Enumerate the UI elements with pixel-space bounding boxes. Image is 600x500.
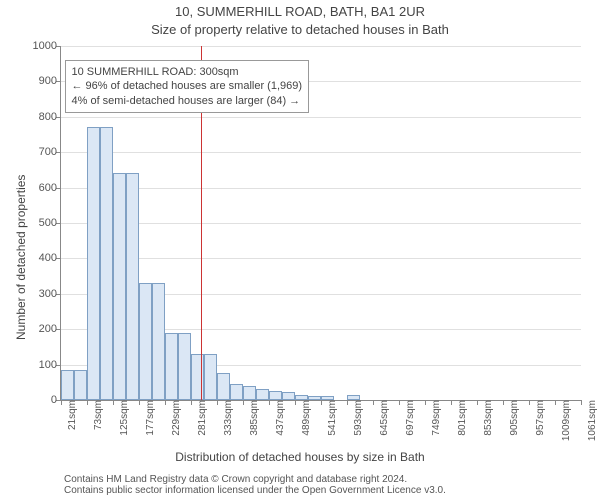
chart-title-line2: Size of property relative to detached ho… (0, 22, 600, 37)
gridline-h (61, 117, 581, 118)
histogram-chart: 10, SUMMERHILL ROAD, BATH, BA1 2UR Size … (0, 0, 600, 500)
xtick-label: 957sqm (533, 400, 546, 436)
histogram-bar (217, 373, 230, 400)
xtick-mark (139, 400, 140, 405)
histogram-bar (282, 392, 295, 400)
xtick-mark (347, 400, 348, 405)
xtick-label: 333sqm (221, 400, 234, 436)
histogram-bar (126, 173, 139, 400)
chart-title-line1: 10, SUMMERHILL ROAD, BATH, BA1 2UR (0, 4, 600, 19)
xtick-label: 177sqm (143, 400, 156, 436)
ytick-label: 800 (25, 111, 57, 123)
histogram-bar (100, 127, 113, 400)
xtick-label: 489sqm (299, 400, 312, 436)
xtick-label: 697sqm (403, 400, 416, 436)
histogram-bar (87, 127, 100, 400)
xtick-mark (165, 400, 166, 405)
attribution-line1: Contains HM Land Registry data © Crown c… (64, 474, 446, 485)
xtick-mark (191, 400, 192, 405)
ytick-label: 100 (25, 359, 57, 371)
histogram-bar (191, 354, 204, 400)
xtick-mark (477, 400, 478, 405)
ytick-label: 200 (25, 323, 57, 335)
ytick-label: 900 (25, 75, 57, 87)
xtick-mark (555, 400, 556, 405)
xtick-label: 229sqm (169, 400, 182, 436)
histogram-bar (204, 354, 217, 400)
xtick-label: 281sqm (195, 400, 208, 436)
xtick-mark (243, 400, 244, 405)
xtick-mark (87, 400, 88, 405)
xtick-label: 73sqm (91, 400, 104, 430)
xtick-mark (61, 400, 62, 405)
ytick-label: 700 (25, 146, 57, 158)
histogram-bar (152, 283, 165, 400)
x-axis-label: Distribution of detached houses by size … (0, 450, 600, 464)
ytick-label: 1000 (25, 40, 57, 52)
plot-area: 0100200300400500600700800900100021sqm73s… (60, 46, 581, 401)
histogram-bar (165, 333, 178, 400)
ytick-label: 0 (25, 394, 57, 406)
histogram-bar (230, 384, 243, 400)
gridline-h (61, 188, 581, 189)
xtick-label: 385sqm (247, 400, 260, 436)
xtick-mark (503, 400, 504, 405)
histogram-bar (243, 386, 256, 400)
attribution-line2: Contains public sector information licen… (64, 485, 446, 496)
ytick-label: 500 (25, 217, 57, 229)
xtick-mark (529, 400, 530, 405)
xtick-mark (295, 400, 296, 405)
xtick-label: 853sqm (481, 400, 494, 436)
xtick-label: 905sqm (507, 400, 520, 436)
gridline-h (61, 152, 581, 153)
attribution: Contains HM Land Registry data © Crown c… (64, 474, 446, 496)
annotation-box: 10 SUMMERHILL ROAD: 300sqm ← 96% of deta… (65, 60, 310, 113)
xtick-label: 593sqm (351, 400, 364, 436)
histogram-bar (61, 370, 74, 400)
xtick-mark (451, 400, 452, 405)
xtick-label: 801sqm (455, 400, 468, 436)
xtick-mark (269, 400, 270, 405)
histogram-bar (113, 173, 126, 400)
xtick-label: 1061sqm (585, 400, 598, 441)
annotation-line1: 10 SUMMERHILL ROAD: 300sqm (72, 65, 303, 79)
histogram-bar (74, 370, 87, 400)
xtick-mark (373, 400, 374, 405)
xtick-label: 437sqm (273, 400, 286, 436)
xtick-mark (321, 400, 322, 405)
histogram-bar (178, 333, 191, 400)
gridline-h (61, 46, 581, 47)
histogram-bar (256, 389, 269, 400)
histogram-bar (139, 283, 152, 400)
annotation-line2: ← 96% of detached houses are smaller (1,… (72, 79, 303, 93)
xtick-label: 21sqm (65, 400, 78, 430)
xtick-label: 125sqm (117, 400, 130, 436)
xtick-label: 645sqm (377, 400, 390, 436)
xtick-label: 749sqm (429, 400, 442, 436)
ytick-label: 600 (25, 182, 57, 194)
annotation-line3: 4% of semi-detached houses are larger (8… (72, 94, 303, 108)
xtick-mark (399, 400, 400, 405)
histogram-bar (269, 391, 282, 400)
xtick-mark (113, 400, 114, 405)
ytick-label: 300 (25, 288, 57, 300)
xtick-label: 1009sqm (559, 400, 572, 441)
ytick-label: 400 (25, 252, 57, 264)
gridline-h (61, 223, 581, 224)
gridline-h (61, 258, 581, 259)
xtick-mark (217, 400, 218, 405)
xtick-mark (581, 400, 582, 405)
xtick-label: 541sqm (325, 400, 338, 436)
xtick-mark (425, 400, 426, 405)
